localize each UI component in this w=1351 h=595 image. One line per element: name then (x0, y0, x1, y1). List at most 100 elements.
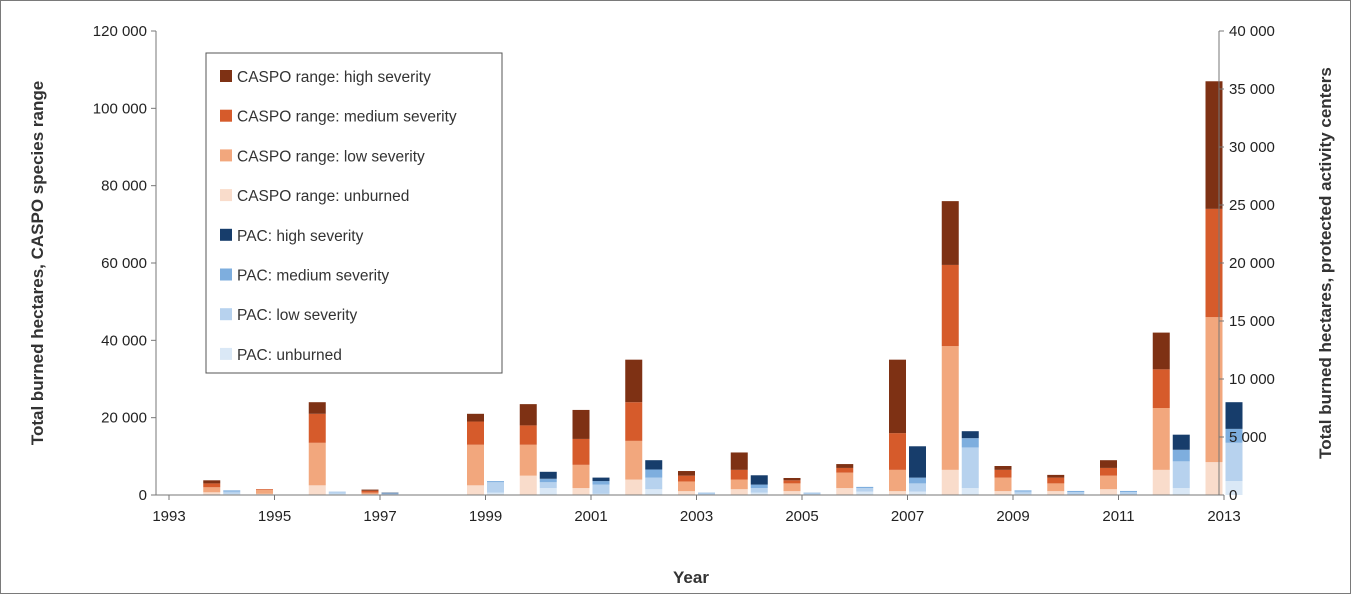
bar-segment-1996-pac-0 (328, 493, 346, 495)
left-y-tick-label: 80 000 (101, 178, 147, 195)
bar-segment-2002-caspo-1 (625, 440, 643, 480)
legend-swatch (220, 70, 232, 82)
bar-segment-2004-pac-0 (750, 492, 768, 495)
legend-swatch (220, 228, 232, 241)
right-y-tick-label: 5 000 (1229, 429, 1267, 446)
bar-segment-2005-pac-2 (803, 492, 821, 494)
bar-segment-2008-caspo-0 (941, 469, 959, 495)
bar-segment-2013-caspo-0 (1205, 462, 1223, 495)
bar-segment-2011-caspo-0 (1100, 489, 1117, 495)
bar-segment-2008-pac-1 (961, 447, 979, 489)
bar-segment-1997-pac-2 (381, 493, 399, 494)
bar-segment-2010-caspo-2 (1047, 477, 1065, 484)
x-tick-label: 2003 (680, 508, 713, 525)
bar-segment-2001-caspo-3 (572, 409, 590, 439)
bar-segment-2001-caspo-2 (572, 438, 590, 465)
legend-label: CASPO range: unburned (237, 188, 409, 205)
legend-swatch (220, 149, 232, 162)
bar-segment-1996-caspo-0 (308, 485, 326, 495)
bar-segment-2002-pac-1 (645, 477, 663, 490)
bar-segment-2003-caspo-3 (678, 471, 695, 476)
bar-segment-1999-caspo-3 (467, 413, 484, 422)
bar-segment-2011-caspo-3 (1100, 460, 1117, 468)
bar-segment-1995-caspo-2 (256, 489, 273, 490)
bar-segment-2007-pac-3 (909, 446, 926, 478)
x-tick-label: 1999 (469, 508, 502, 525)
bar-segment-2001-caspo-0 (572, 488, 590, 495)
bar-segment-2000-pac-0 (539, 488, 557, 495)
bar-segment-2001-pac-2 (592, 481, 610, 485)
bar-segment-2012-caspo-3 (1152, 332, 1170, 370)
bar-segment-2005-pac-1 (803, 493, 821, 495)
bar-segment-2012-pac-2 (1172, 449, 1190, 462)
bar-segment-2009-caspo-0 (994, 491, 1012, 495)
right-y-tick-label: 35 000 (1229, 81, 1275, 98)
bar-segment-2004-pac-1 (750, 488, 768, 493)
bar-segment-1999-pac-2 (487, 481, 504, 483)
x-tick-label: 2009 (996, 508, 1029, 525)
x-tick-label: 1993 (152, 508, 185, 525)
bar-segment-2013-pac-2 (1225, 428, 1243, 443)
bar-segment-2003-caspo-0 (678, 491, 695, 495)
bar-segment-2005-caspo-3 (783, 477, 801, 481)
right-y-tick-label: 25 000 (1229, 197, 1275, 214)
left-y-axis-title: Total burned hectares, CASPO species ran… (28, 81, 47, 445)
bar-segment-2004-pac-3 (750, 475, 768, 485)
bar-segment-1995-caspo-0 (256, 493, 273, 495)
legend-label: PAC: medium severity (237, 268, 389, 285)
left-y-tick-label: 40 000 (101, 332, 147, 349)
bar-segment-2008-pac-0 (961, 488, 979, 495)
bar-segment-2013-pac-0 (1225, 481, 1243, 495)
bar-segment-2002-pac-2 (645, 469, 663, 478)
bar-segment-2006-caspo-2 (836, 467, 854, 473)
bar-segment-1996-pac-1 (328, 491, 346, 494)
bar-segment-1994-pac-1 (223, 491, 241, 494)
bar-segment-2002-caspo-3 (625, 359, 643, 403)
bars-layer (203, 81, 1243, 495)
x-tick-label: 2001 (574, 508, 607, 525)
legend-swatch (220, 109, 232, 122)
bar-segment-1999-pac-0 (487, 492, 504, 495)
legend-swatch (220, 308, 232, 321)
bar-segment-1997-caspo-1 (361, 492, 379, 495)
bar-segment-1994-pac-0 (223, 493, 241, 495)
legend-label: CASPO range: low severity (237, 148, 425, 165)
x-tick-label: 1997 (363, 508, 396, 525)
legend: CASPO range: high severity CASPO range: m… (205, 52, 503, 374)
left-y-tick-label: 60 000 (101, 255, 147, 272)
right-y-axis-title: Total burned hectares, protected activit… (1316, 67, 1335, 459)
bar-segment-2009-caspo-2 (994, 469, 1012, 478)
bar-segment-2001-pac-0 (592, 493, 610, 495)
bar-segment-2009-pac-2 (1014, 490, 1032, 492)
right-y-tick-label: 30 000 (1229, 139, 1275, 156)
bar-segment-2004-caspo-2 (730, 469, 748, 480)
bar-segment-2000-pac-3 (539, 471, 557, 479)
bar-segment-2010-pac-2 (1067, 490, 1085, 493)
bar-segment-2001-pac-1 (592, 484, 610, 494)
bar-segment-2000-caspo-2 (519, 425, 537, 445)
bar-segment-1996-caspo-3 (308, 402, 326, 414)
bar-segment-2006-pac-1 (856, 488, 874, 492)
x-axis-title: Year (673, 568, 709, 587)
bar-segment-1994-pac-2 (223, 490, 241, 492)
legend-label: CASPO range: high severity (237, 69, 431, 86)
bar-segment-2004-caspo-1 (730, 479, 748, 490)
bar-segment-2002-caspo-0 (625, 479, 643, 495)
bar-segment-2007-pac-0 (909, 491, 926, 495)
bar-segment-2006-pac-2 (856, 486, 874, 489)
legend-swatch (220, 347, 232, 360)
bar-segment-1997-caspo-3 (361, 489, 379, 491)
bar-segment-2008-caspo-3 (941, 201, 959, 265)
bar-segment-2006-pac-0 (856, 491, 874, 495)
left-y-tick-label: 20 000 (101, 410, 147, 427)
bar-segment-2004-caspo-0 (730, 489, 748, 495)
legend-box (205, 52, 503, 374)
bar-segment-2007-pac-2 (909, 477, 926, 484)
bar-segment-2011-caspo-1 (1100, 475, 1117, 490)
x-tick-label: 2013 (1207, 508, 1240, 525)
bar-segment-2000-pac-2 (539, 478, 557, 483)
legend-label: PAC: unburned (237, 347, 342, 364)
bar-segment-2008-caspo-2 (941, 264, 959, 347)
